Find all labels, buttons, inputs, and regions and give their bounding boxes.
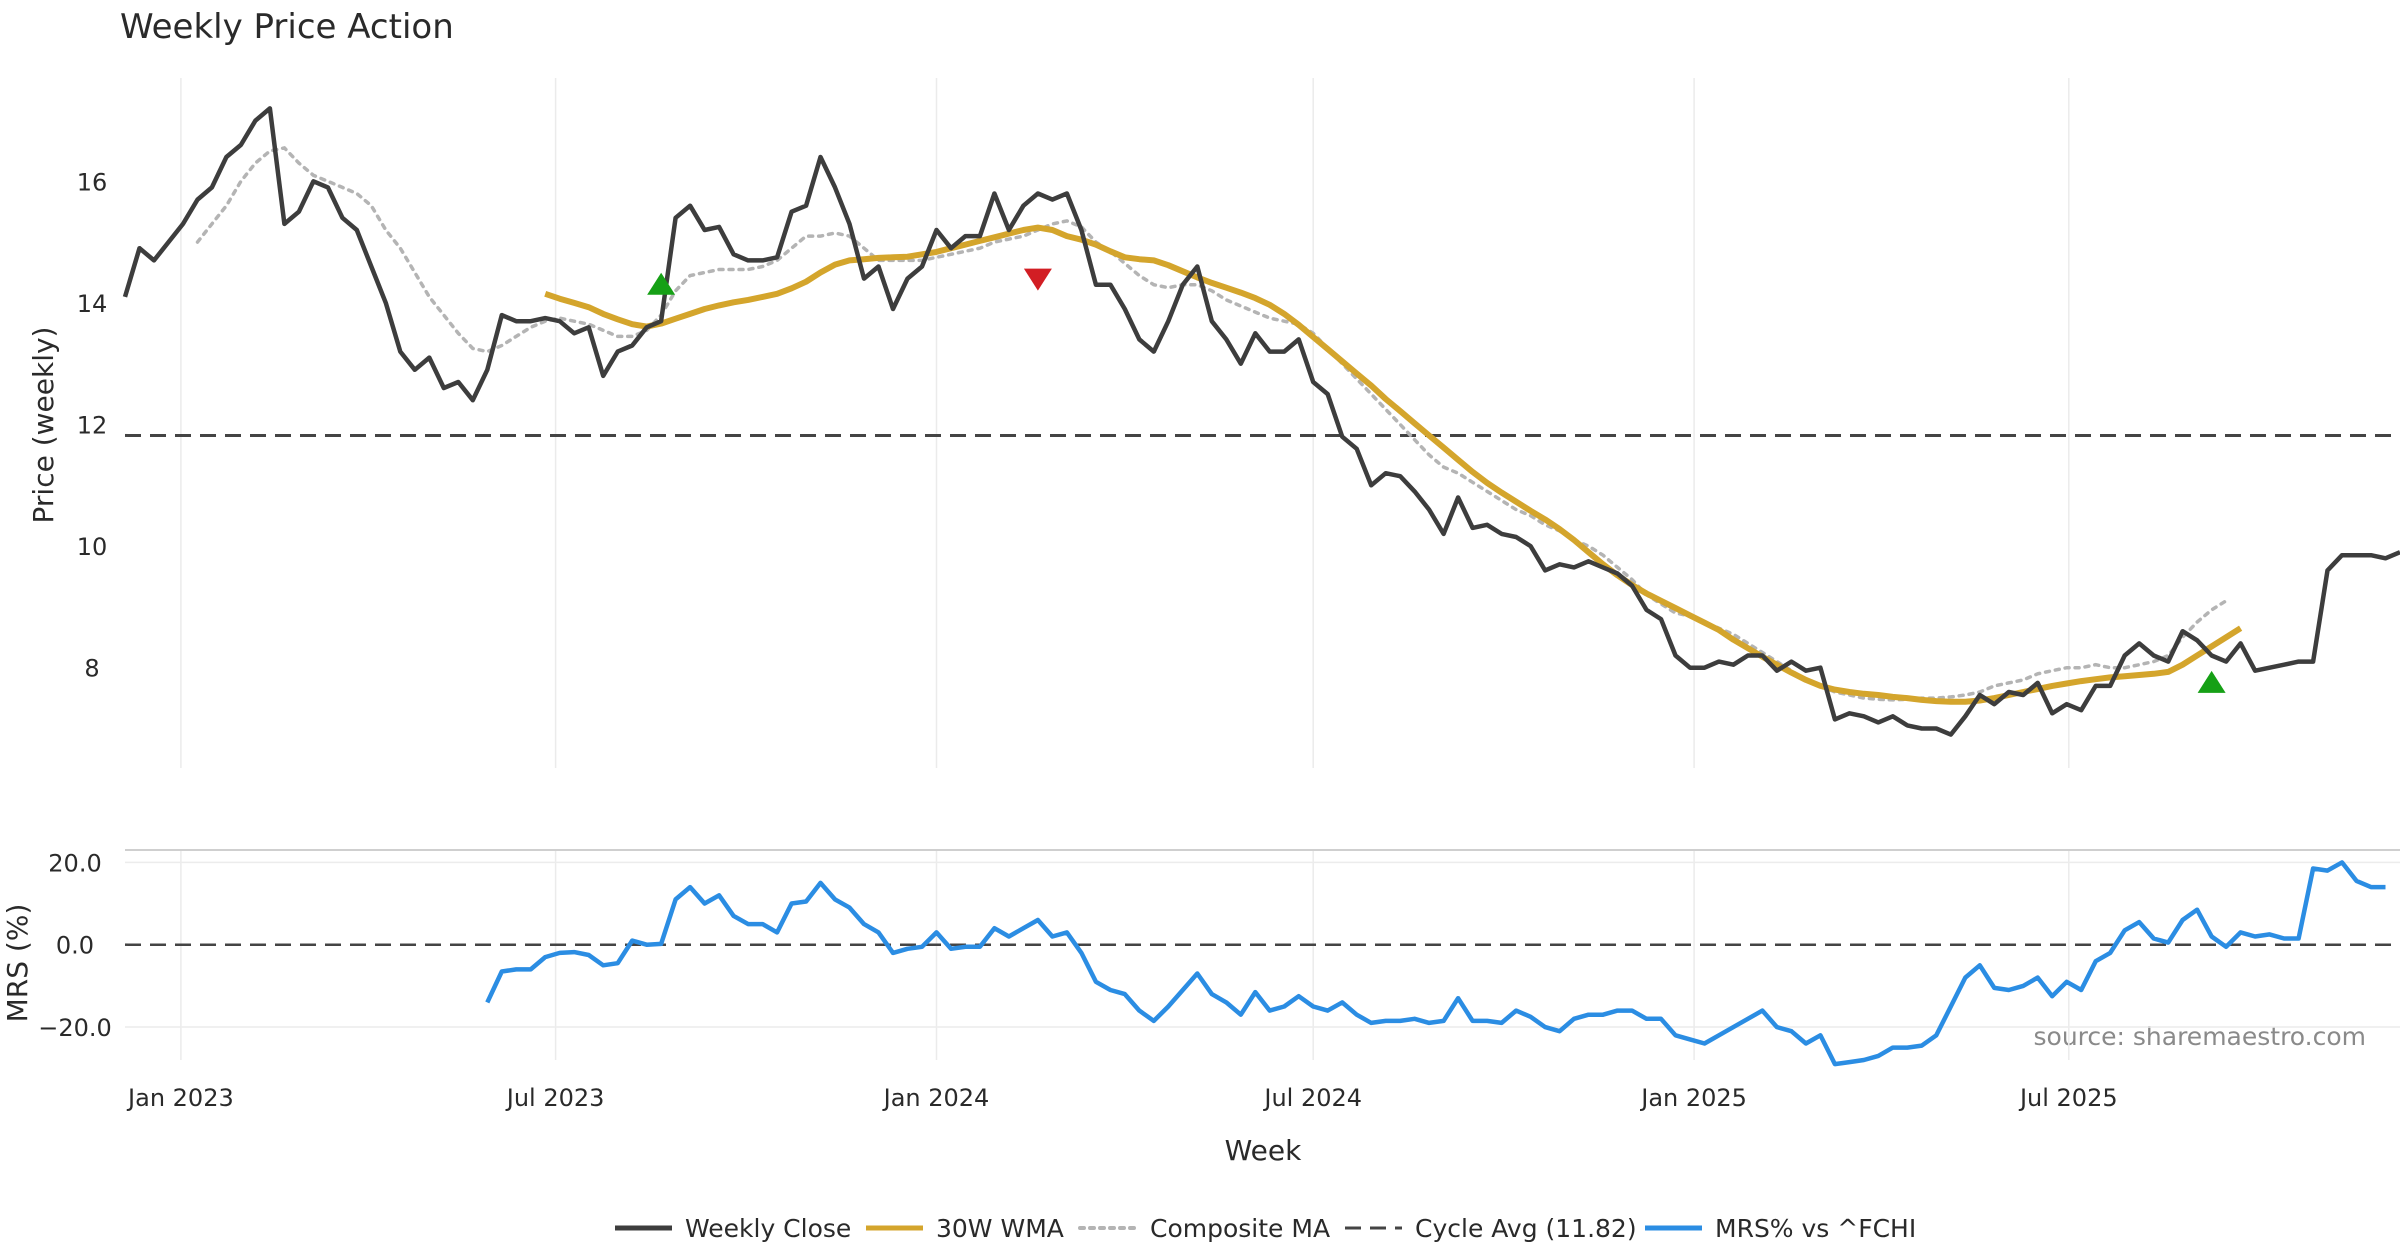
price-y-tick-label: 8 bbox=[84, 655, 99, 683]
x-tick-label: Jul 2025 bbox=[2018, 1084, 2118, 1112]
composite-ma-line bbox=[195, 145, 2228, 702]
mrs-y-tick-label: −20.0 bbox=[38, 1014, 112, 1042]
price-y-axis-label: Price (weekly) bbox=[27, 327, 60, 524]
x-tick-label: Jul 2024 bbox=[1262, 1084, 1362, 1112]
legend-label: MRS% vs ^FCHI bbox=[1715, 1214, 1916, 1243]
price-panel: 8 10 12 14 16 bbox=[77, 78, 2400, 768]
x-tick-label: Jul 2023 bbox=[505, 1084, 605, 1112]
legend: Weekly Close 30W WMA Composite MA Cycle Avg… bbox=[615, 1214, 1916, 1243]
legend-label: 30W WMA bbox=[936, 1214, 1064, 1243]
price-y-tick-label: 10 bbox=[77, 533, 108, 561]
x-tick-label: Jan 2024 bbox=[882, 1084, 990, 1112]
sell-signal-marker bbox=[1023, 268, 1052, 291]
legend-label: Cycle Avg (11.82) bbox=[1415, 1214, 1637, 1243]
price-y-tick-label: 12 bbox=[77, 412, 108, 440]
x-tick-label: Jan 2025 bbox=[1639, 1084, 1747, 1112]
buy-signal-marker bbox=[647, 272, 676, 295]
price-y-tick-label: 14 bbox=[77, 290, 108, 318]
buy-signal-marker bbox=[2197, 670, 2226, 693]
mrs-y-tick-label: 20.0 bbox=[48, 849, 101, 877]
mrs-y-tick-label: 0.0 bbox=[56, 932, 94, 960]
mrs-y-axis-label: MRS (%) bbox=[1, 904, 34, 1023]
legend-label: Weekly Close bbox=[685, 1214, 851, 1243]
x-axis-label: Week bbox=[1225, 1134, 1302, 1167]
price-y-tick-label: 16 bbox=[77, 168, 108, 196]
chart-title: Weekly Price Action bbox=[120, 7, 454, 47]
x-tick-label: Jan 2023 bbox=[126, 1084, 234, 1112]
legend-label: Composite MA bbox=[1150, 1214, 1330, 1243]
wma-30w-line bbox=[544, 224, 2243, 705]
weekly-close-line bbox=[122, 106, 2400, 737]
mrs-line bbox=[485, 860, 2386, 1067]
mrs-panel: Jan 2023 Jul 2023 Jan 2024 Jul 2024 Jan 2025… bbox=[38, 849, 2400, 1112]
